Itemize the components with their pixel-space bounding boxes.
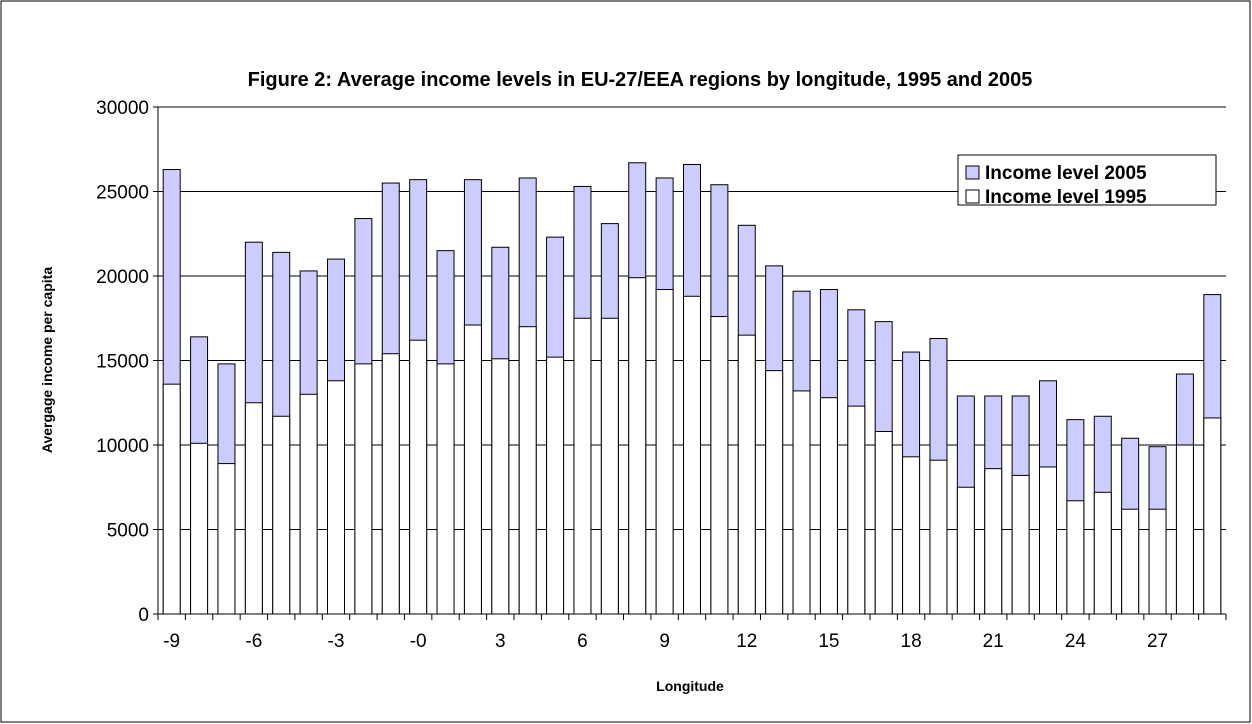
bar [765, 370, 784, 615]
bar [381, 353, 400, 615]
x-axis-label: Longitude [656, 678, 724, 694]
bar [1093, 491, 1112, 615]
bar [1148, 508, 1167, 615]
y-tick-label: 10000 [96, 436, 149, 457]
x-tick-label: -0 [410, 631, 427, 652]
bar [655, 289, 674, 615]
bar [929, 459, 948, 615]
bar [819, 397, 838, 615]
bar [1039, 466, 1057, 615]
y-tick-label: 20000 [96, 267, 149, 288]
legend-swatch [965, 165, 980, 180]
bar [272, 415, 291, 615]
bar [354, 363, 373, 615]
x-tick-label: 24 [1065, 631, 1087, 652]
bar [1203, 417, 1222, 615]
y-tick-label: 0 [138, 605, 149, 626]
x-tick-label: 12 [736, 631, 757, 652]
bar [1175, 444, 1194, 615]
legend-label: Income level 2005 [985, 163, 1147, 184]
x-tick-label: -9 [163, 631, 180, 652]
bar [299, 393, 318, 615]
bar [436, 363, 455, 615]
bar [683, 295, 701, 615]
bar [1011, 474, 1030, 615]
bar [327, 380, 345, 615]
x-tick-label: -6 [245, 631, 262, 652]
x-tick-label: 27 [1147, 631, 1168, 652]
bar [737, 334, 756, 615]
legend-swatch [965, 189, 980, 204]
x-tick-label: 21 [983, 631, 1004, 652]
bar [546, 356, 565, 615]
x-tick-label: 6 [577, 631, 588, 652]
bar [573, 317, 592, 615]
bar [162, 383, 181, 615]
x-tick-label: 18 [901, 631, 922, 652]
bar [491, 358, 510, 615]
bar [518, 326, 537, 615]
bar [217, 463, 236, 615]
bar [1066, 500, 1085, 615]
bar [409, 339, 428, 615]
bar [847, 405, 866, 615]
bar [710, 316, 729, 615]
bar [600, 317, 619, 615]
legend-box [957, 154, 1217, 206]
bar [792, 390, 811, 615]
bar [244, 402, 263, 615]
y-tick-label: 30000 [96, 98, 149, 119]
bar [956, 486, 975, 615]
bar [463, 324, 482, 615]
x-tick-label: 15 [818, 631, 839, 652]
y-tick-label: 5000 [107, 521, 149, 542]
y-tick-label: 25000 [96, 183, 149, 204]
bar [1121, 508, 1140, 615]
x-tick-label: 9 [659, 631, 670, 652]
bar [902, 456, 921, 615]
chart-title: Figure 2: Average income levels in EU-27… [247, 69, 1033, 91]
bar [984, 468, 1003, 615]
y-tick-label: 15000 [96, 352, 149, 373]
bar [874, 430, 893, 615]
bar [628, 277, 647, 615]
legend-label: Income level 1995 [985, 187, 1147, 208]
bar [190, 442, 209, 615]
x-tick-label: -3 [328, 631, 345, 652]
y-axis-label: Avergage income per capita [39, 267, 55, 453]
x-tick-label: 3 [495, 631, 506, 652]
